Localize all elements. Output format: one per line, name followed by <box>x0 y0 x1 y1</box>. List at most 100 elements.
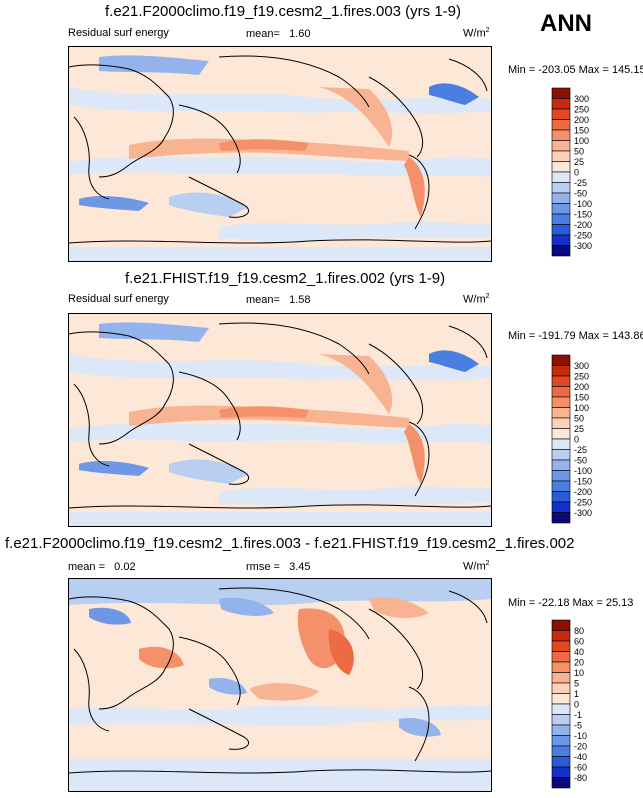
panel-3-units-exp: 2 <box>485 560 490 567</box>
colorbar-swatch <box>551 386 571 398</box>
colorbar-tick-label: 5 <box>574 679 579 689</box>
colorbar-labels: 30025020015010050250-25-50-100-150-200-2… <box>574 94 592 251</box>
blue-band <box>69 423 491 444</box>
panel-2-title: f.e21.FHIST.f19_f19.cesm2_1.fires.002 (y… <box>125 270 446 287</box>
colorbar-tick-label: -100 <box>574 466 592 476</box>
colorbar-tick-label: 80 <box>574 626 584 636</box>
red-core <box>219 406 309 418</box>
colorbar-swatch <box>551 501 571 513</box>
blue-patch <box>89 607 131 625</box>
colorbar-swatch <box>551 661 571 673</box>
red-band <box>129 405 409 428</box>
colorbar-swatch <box>551 203 571 215</box>
colorbar-swatch <box>551 140 571 152</box>
panel-2-mean: mean= 1.58 <box>246 294 311 306</box>
colorbar-swatches <box>551 354 571 524</box>
blue-patch <box>429 350 479 372</box>
colorbar-swatch <box>551 470 571 482</box>
colorbar-swatch <box>551 224 571 236</box>
red-patch <box>319 87 393 147</box>
blue-band <box>69 156 491 177</box>
colorbar-tick-label: -60 <box>574 763 587 773</box>
blue-patch <box>169 459 249 484</box>
red-patch <box>404 424 425 484</box>
red-patch <box>369 596 429 619</box>
colorbar-swatch <box>551 766 571 778</box>
colorbar-swatch <box>551 375 571 387</box>
panel-1-units: W/m2 <box>463 27 490 40</box>
panel-1-units-exp: 2 <box>485 27 490 34</box>
panel-1-colorbar-svg: 30025020015010050250-25-50-100-150-200-2… <box>551 87 592 257</box>
colorbar-labels: 30025020015010050250-25-50-100-150-200-2… <box>574 361 592 518</box>
colorbar-tick-label: -250 <box>574 498 592 508</box>
panel-3-title: f.e21.F2000climo.f19_f19.cesm2_1.fires.0… <box>5 535 575 552</box>
panel-2-variable: Residual surf energy <box>68 293 169 305</box>
colorbar-tick-label: -80 <box>574 773 587 783</box>
panel-1-mean-label: mean= <box>246 28 280 40</box>
colorbar-swatch <box>551 630 571 642</box>
colorbar-swatch <box>551 682 571 694</box>
colorbar-swatch <box>551 735 571 747</box>
colorbar-tick-label: -300 <box>574 508 592 518</box>
colorbar-tick-label: 60 <box>574 637 584 647</box>
blue-patch <box>99 322 209 342</box>
colorbar-swatch <box>551 87 571 99</box>
colorbar-tick-label: -25 <box>574 178 587 188</box>
colorbar-swatch <box>551 129 571 141</box>
panel-1-variable: Residual surf energy <box>68 27 169 39</box>
colorbar-tick-label: 250 <box>574 105 589 115</box>
colorbar-swatch <box>551 365 571 377</box>
coastlines <box>69 55 491 244</box>
panel-2-units-exp: 2 <box>485 293 490 300</box>
panel-1-units-text: W/m <box>463 27 486 40</box>
colorbar-tick-label: 10 <box>574 668 584 678</box>
blue-band <box>69 705 491 726</box>
colorbar-tick-label: 20 <box>574 658 584 668</box>
panel-1-colorbar: 300 250 200 150 100 50 25 0 -25 -50 -100 -150 -200 -2… <box>551 87 622 258</box>
colorbar-swatch <box>551 150 571 162</box>
panel-1-title: f.e21.F2000climo.f19_f19.cesm2_1.fires.0… <box>105 3 462 20</box>
colorbar-tick-label: -10 <box>574 731 587 741</box>
panel-3-rmse-label: rmse = <box>246 561 280 573</box>
blue-band <box>69 87 491 114</box>
colorbar-tick-label: -200 <box>574 220 592 230</box>
colorbar-swatches <box>551 87 571 257</box>
colorbar-swatch <box>551 777 571 789</box>
red-patch <box>319 354 393 414</box>
blue-patch <box>79 196 149 211</box>
colorbar-swatch <box>551 192 571 204</box>
panel-1-mean: mean= 1.60 <box>246 28 311 40</box>
colorbar-swatch <box>551 171 571 183</box>
colorbar-tick-label: 200 <box>574 382 589 392</box>
colorbar-swatch <box>551 480 571 492</box>
season-label: ANN <box>540 10 592 37</box>
colorbar-tick-label: -150 <box>574 210 592 220</box>
colorbar-swatch <box>551 756 571 768</box>
colorbar-swatch <box>551 98 571 110</box>
colorbar-swatches <box>551 619 571 789</box>
colorbar-tick-label: -20 <box>574 742 587 752</box>
colorbar-tick-label: 40 <box>574 647 584 657</box>
colorbar-swatch <box>551 161 571 173</box>
colorbar-swatch <box>551 745 571 757</box>
panel-3-mean-value: 0.02 <box>114 561 136 573</box>
panel-2-mean-value: 1.58 <box>289 294 311 306</box>
colorbar-tick-label: 0 <box>574 435 579 445</box>
colorbar-swatch <box>551 640 571 652</box>
panel-1-mean-value: 1.60 <box>289 28 311 40</box>
colorbar-swatch <box>551 714 571 726</box>
blue-patch <box>399 717 441 737</box>
red-patch <box>328 629 354 675</box>
colorbar-swatch <box>551 245 571 257</box>
colorbar-tick-label: 300 <box>574 94 589 104</box>
colorbar-tick-label: -100 <box>574 199 592 209</box>
colorbar-swatch <box>551 234 571 246</box>
blue-patch <box>99 55 209 75</box>
colorbar-tick-label: -300 <box>574 241 592 251</box>
colorbar-swatch <box>551 108 571 120</box>
colorbar-swatch <box>551 651 571 663</box>
colorbar-tick-label: -1 <box>574 710 582 720</box>
colorbar-swatch <box>551 428 571 440</box>
